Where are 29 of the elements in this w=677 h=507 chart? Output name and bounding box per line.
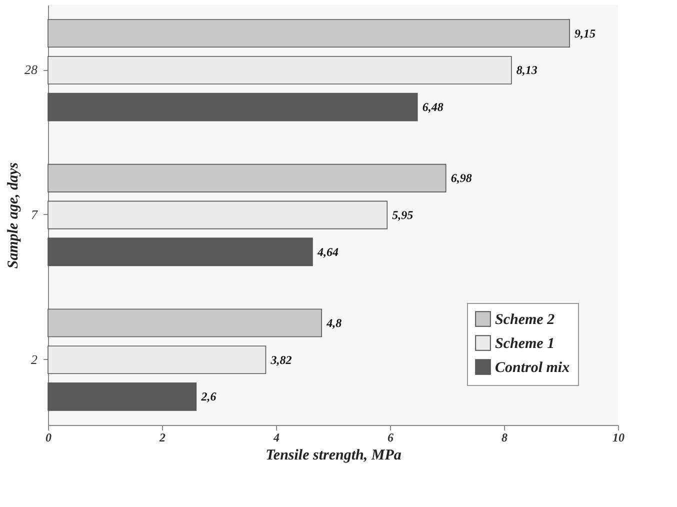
legend-label: Scheme 2	[495, 312, 556, 328]
legend-label: Control mix	[495, 360, 570, 376]
y-tick-label: 2	[31, 352, 38, 367]
x-tick-label: 2	[158, 430, 166, 444]
x-tick-label: 8	[502, 430, 508, 444]
bar	[48, 382, 197, 411]
x-tick-label: 4	[272, 430, 280, 444]
data-label: 3,82	[270, 352, 292, 367]
data-label: 4,8	[326, 316, 342, 330]
data-label: 9,15	[574, 26, 596, 40]
y-tick-label: 7	[31, 207, 38, 222]
legend-label: Scheme 1	[495, 336, 555, 352]
x-tick-label: 6	[388, 430, 394, 444]
data-label: 2,6	[200, 390, 216, 404]
data-label: 4,64	[316, 244, 338, 259]
x-axis-title: Tensile strength, MPa	[266, 448, 402, 464]
x-tick-label: 0	[46, 430, 52, 444]
bar	[48, 92, 418, 122]
data-label: 5,95	[392, 208, 414, 222]
data-label: 6,48	[422, 100, 444, 114]
y-tick-label: 28	[24, 62, 38, 78]
y-axis-title: Sample age, days	[6, 162, 22, 269]
data-label: 6,98	[450, 171, 472, 186]
bar	[48, 308, 322, 338]
data-label: 8,13	[516, 63, 538, 78]
bar	[48, 164, 446, 192]
bar	[48, 19, 570, 48]
bar	[48, 238, 313, 266]
x-tick-label: 10	[612, 430, 624, 444]
